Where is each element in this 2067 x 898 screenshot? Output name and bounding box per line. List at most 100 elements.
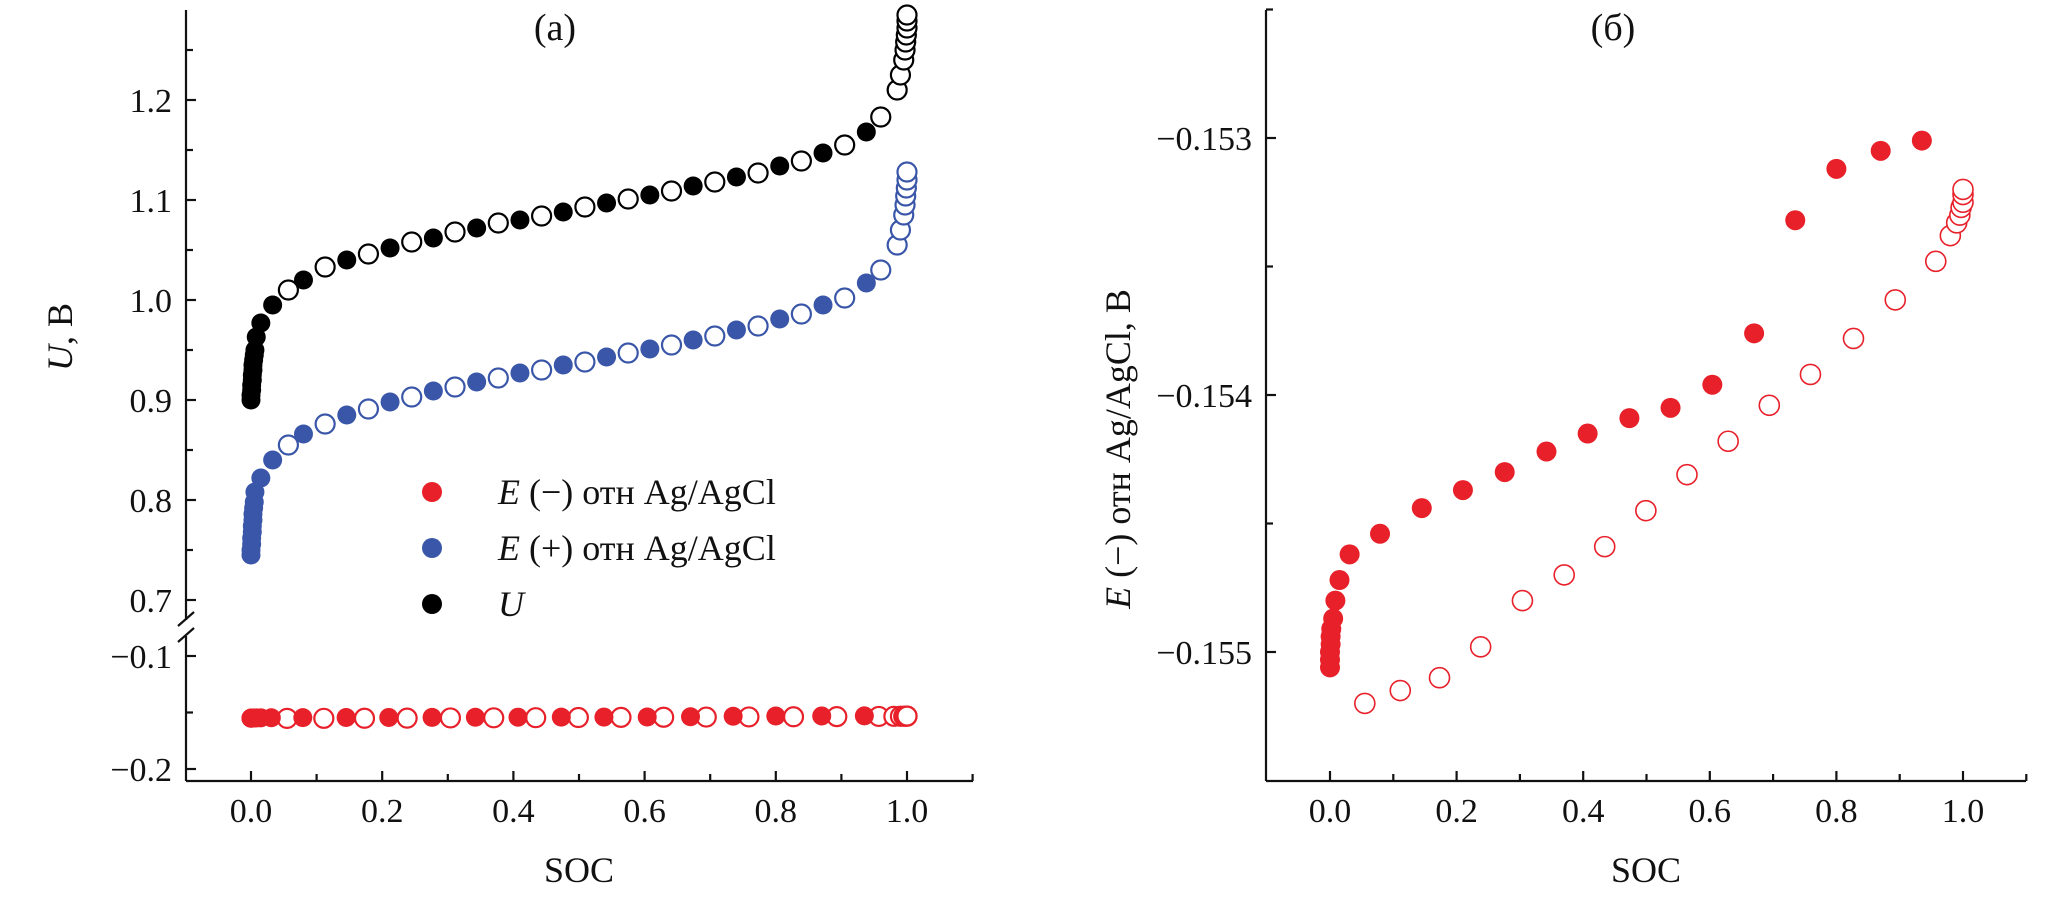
data-point-discharge bbox=[704, 171, 726, 193]
y-title-text: (−) отн Ag/AgCl, В bbox=[1098, 289, 1138, 587]
data-point-discharge bbox=[790, 303, 812, 325]
x-tick-label: 0.2 bbox=[1435, 793, 1478, 830]
data-point-charge bbox=[553, 355, 573, 375]
data-point-charge bbox=[766, 706, 786, 726]
data-point-discharge bbox=[1758, 394, 1781, 417]
data-point-charge bbox=[263, 295, 283, 315]
data-point-charge bbox=[553, 202, 573, 222]
data-point-discharge bbox=[567, 706, 589, 729]
data-point-discharge bbox=[531, 359, 553, 381]
data-point-discharge bbox=[747, 315, 769, 337]
data-point-charge bbox=[293, 424, 313, 444]
data-point-discharge bbox=[574, 351, 596, 373]
panel-b-points bbox=[1320, 130, 1974, 715]
data-point-charge bbox=[1870, 140, 1891, 161]
data-point-charge bbox=[467, 218, 487, 238]
data-point-charge bbox=[1702, 374, 1723, 395]
legend-symbol: E bbox=[497, 472, 520, 512]
data-point-charge bbox=[813, 143, 833, 163]
x-tick-label: 1.0 bbox=[886, 793, 929, 830]
data-point-discharge bbox=[1511, 589, 1534, 612]
data-point-discharge bbox=[353, 707, 376, 729]
data-point-charge bbox=[597, 193, 617, 213]
data-point-discharge bbox=[896, 161, 918, 183]
data-point-discharge bbox=[1469, 636, 1492, 658]
data-point-discharge bbox=[782, 706, 805, 728]
data-point-charge bbox=[813, 295, 833, 315]
data-point-charge bbox=[1411, 498, 1432, 519]
data-point-charge bbox=[380, 238, 400, 258]
data-point-discharge bbox=[401, 231, 423, 253]
data-point-discharge bbox=[1389, 679, 1412, 702]
data-point-discharge bbox=[574, 196, 596, 218]
data-point-discharge bbox=[653, 706, 675, 728]
data-point-discharge bbox=[1635, 499, 1657, 522]
data-point-charge bbox=[1494, 462, 1515, 483]
data-point-charge bbox=[770, 309, 790, 329]
data-point-charge bbox=[467, 372, 487, 392]
data-point-discharge bbox=[1799, 363, 1822, 386]
data-point-discharge bbox=[1717, 430, 1739, 453]
legend: E (−) отн Ag/AgCl E (+) отн Ag/AgCl U bbox=[422, 472, 776, 624]
x-tick-label: 0.8 bbox=[755, 793, 798, 830]
data-point-discharge bbox=[1553, 564, 1576, 586]
axis-break-mark bbox=[177, 611, 195, 627]
data-point-discharge bbox=[357, 243, 380, 265]
legend-label-pos: E (+) отн Ag/AgCl bbox=[497, 528, 776, 568]
data-point-discharge bbox=[525, 707, 547, 729]
data-point-charge bbox=[1329, 570, 1350, 591]
data-point-discharge bbox=[1354, 692, 1376, 715]
data-point-charge bbox=[510, 363, 530, 383]
data-point-discharge bbox=[870, 259, 892, 281]
data-point-charge bbox=[1826, 158, 1847, 179]
data-point-charge bbox=[1339, 544, 1360, 565]
data-point-charge bbox=[508, 707, 528, 727]
data-point-discharge bbox=[1428, 666, 1451, 689]
data-point-charge bbox=[812, 706, 832, 726]
data-point-discharge bbox=[617, 342, 639, 364]
data-point-charge bbox=[1370, 523, 1391, 544]
data-point-discharge bbox=[487, 367, 509, 389]
data-point-charge bbox=[637, 707, 657, 727]
y-tick-label: 0.9 bbox=[130, 383, 173, 420]
data-point-discharge bbox=[1952, 178, 1974, 201]
data-point-charge bbox=[423, 228, 443, 248]
legend-text: (−) отн Ag/AgCl bbox=[529, 472, 776, 512]
panel-a-x-axis-title: SOC bbox=[544, 850, 614, 890]
data-point-charge bbox=[510, 210, 530, 230]
data-point-charge bbox=[1660, 397, 1681, 418]
x-tick-label: 0.4 bbox=[492, 793, 535, 830]
panel-b-axes: 0.0 0.2 0.4 0.6 0.8 1.0 −0.153 −0.154 −0.155 bbox=[1156, 8, 2028, 830]
y-title-text: , В bbox=[40, 303, 80, 345]
data-point-charge bbox=[1323, 608, 1344, 629]
y-tick-label: −0.155 bbox=[1156, 635, 1252, 672]
data-point-discharge bbox=[277, 434, 299, 456]
data-point-charge bbox=[683, 176, 703, 196]
data-point-discharge bbox=[313, 707, 335, 729]
data-point-discharge bbox=[834, 134, 856, 156]
data-point-discharge bbox=[1842, 327, 1865, 350]
y-tick-label: 1.0 bbox=[130, 283, 173, 320]
x-tick-label: 0.2 bbox=[361, 793, 404, 830]
data-point-discharge bbox=[660, 180, 683, 202]
data-point-discharge bbox=[617, 188, 639, 210]
y-title-symbol: E bbox=[1098, 587, 1138, 610]
legend-marker-u bbox=[422, 594, 442, 614]
data-point-discharge bbox=[1884, 289, 1907, 311]
y-tick-label: −0.154 bbox=[1156, 378, 1252, 415]
data-point-charge bbox=[1452, 480, 1473, 501]
data-point-charge bbox=[337, 250, 357, 270]
data-point-charge bbox=[551, 707, 571, 727]
data-point-charge bbox=[380, 392, 400, 412]
panel-b-y-axis-title: E (−) отн Ag/AgCl, В bbox=[1098, 289, 1138, 610]
data-point-charge bbox=[726, 320, 746, 340]
data-point-charge bbox=[854, 706, 874, 726]
data-point-discharge bbox=[439, 707, 462, 729]
data-point-discharge bbox=[1593, 535, 1616, 558]
data-point-discharge bbox=[790, 150, 812, 172]
data-point-charge bbox=[1325, 590, 1346, 611]
legend-text: (+) отн Ag/AgCl bbox=[529, 528, 776, 568]
data-point-discharge bbox=[704, 325, 726, 347]
y-tick-label: −0.153 bbox=[1156, 121, 1252, 158]
